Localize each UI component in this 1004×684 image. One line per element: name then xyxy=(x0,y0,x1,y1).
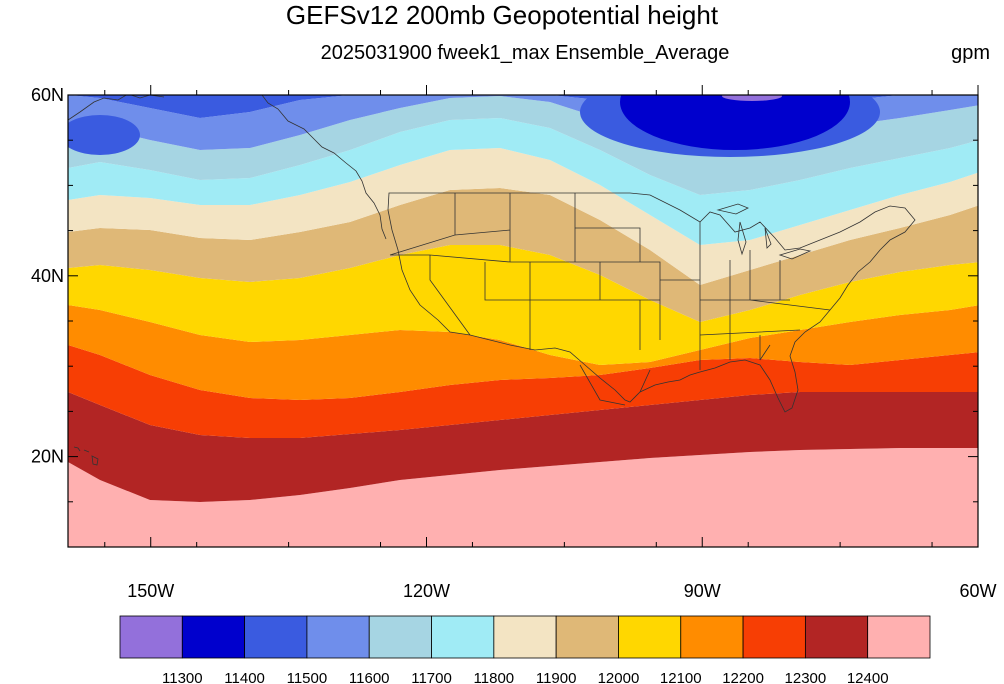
units-label: gpm xyxy=(951,42,990,64)
low-center xyxy=(620,95,850,150)
colorbar-swatch xyxy=(555,615,619,659)
border-lines xyxy=(579,344,771,406)
colorbar-swatch xyxy=(181,615,246,659)
lon-tick-label: 90W xyxy=(684,581,721,601)
colorbar-label: 12300 xyxy=(785,670,827,684)
lon-tick-label: 150W xyxy=(127,581,174,601)
hawaii-outline xyxy=(73,446,99,466)
colorbar-swatch xyxy=(244,615,308,659)
lat-tick-label: 60N xyxy=(31,85,64,105)
colorbar-swatch xyxy=(493,615,557,659)
colorbar-swatch xyxy=(368,615,432,659)
colorbar-swatch xyxy=(306,615,370,659)
colorbar-label: 11400 xyxy=(224,670,265,684)
lon-tick-label: 60W xyxy=(959,581,996,601)
state-boundaries xyxy=(389,193,831,370)
colorbar-swatch xyxy=(618,615,682,659)
colorbar-swatch xyxy=(742,615,806,659)
map-axes: 60N 40N 20N 150W 120W 90W 60W xyxy=(31,85,997,601)
great-lakes xyxy=(716,203,812,260)
colorbar-swatch xyxy=(431,615,495,659)
colorbar-label: 11700 xyxy=(411,670,452,684)
colorbar: 11300 11400 11500 11600 11700 11800 11900 12000… xyxy=(119,615,931,684)
lat-tick-label: 20N xyxy=(31,447,64,467)
colorbar-label: 11600 xyxy=(349,670,390,684)
contour-band xyxy=(68,148,978,285)
lat-tick-label: 40N xyxy=(31,266,64,286)
usa-outline xyxy=(387,192,916,413)
low-center-west xyxy=(68,115,140,155)
contour-bands xyxy=(68,95,978,547)
map-subtitle: 2025031900 fweek1_max Ensemble_Average xyxy=(320,42,730,64)
low-core xyxy=(722,95,782,101)
colorbar-swatch xyxy=(680,615,744,659)
alaska-coast xyxy=(68,95,387,240)
colorbar-swatch xyxy=(867,615,931,659)
contour-band xyxy=(68,188,978,322)
colorbar-label: 11500 xyxy=(287,670,328,684)
contour-band xyxy=(68,305,978,400)
lon-tick-label: 120W xyxy=(403,581,450,601)
colorbar-label: 12200 xyxy=(722,670,764,684)
contour-band xyxy=(68,392,978,502)
contour-band xyxy=(68,96,978,195)
colorbar-swatch xyxy=(804,615,869,659)
colorbar-label: 12000 xyxy=(598,670,640,684)
political-boundaries xyxy=(68,95,916,466)
colorbar-swatch xyxy=(119,615,183,659)
colorbar-label: 11800 xyxy=(474,670,515,684)
colorbar-label: 11900 xyxy=(536,670,577,684)
contour-band xyxy=(68,118,978,245)
contour-band xyxy=(68,345,978,438)
map-title: GEFSv12 200mb Geopotential height xyxy=(285,0,719,30)
contour-band xyxy=(68,245,978,365)
contour-band xyxy=(68,448,978,547)
colorbar-label: 12100 xyxy=(660,670,702,684)
colorbar-label: 12400 xyxy=(847,670,889,684)
colorbar-label: 11300 xyxy=(162,670,203,684)
